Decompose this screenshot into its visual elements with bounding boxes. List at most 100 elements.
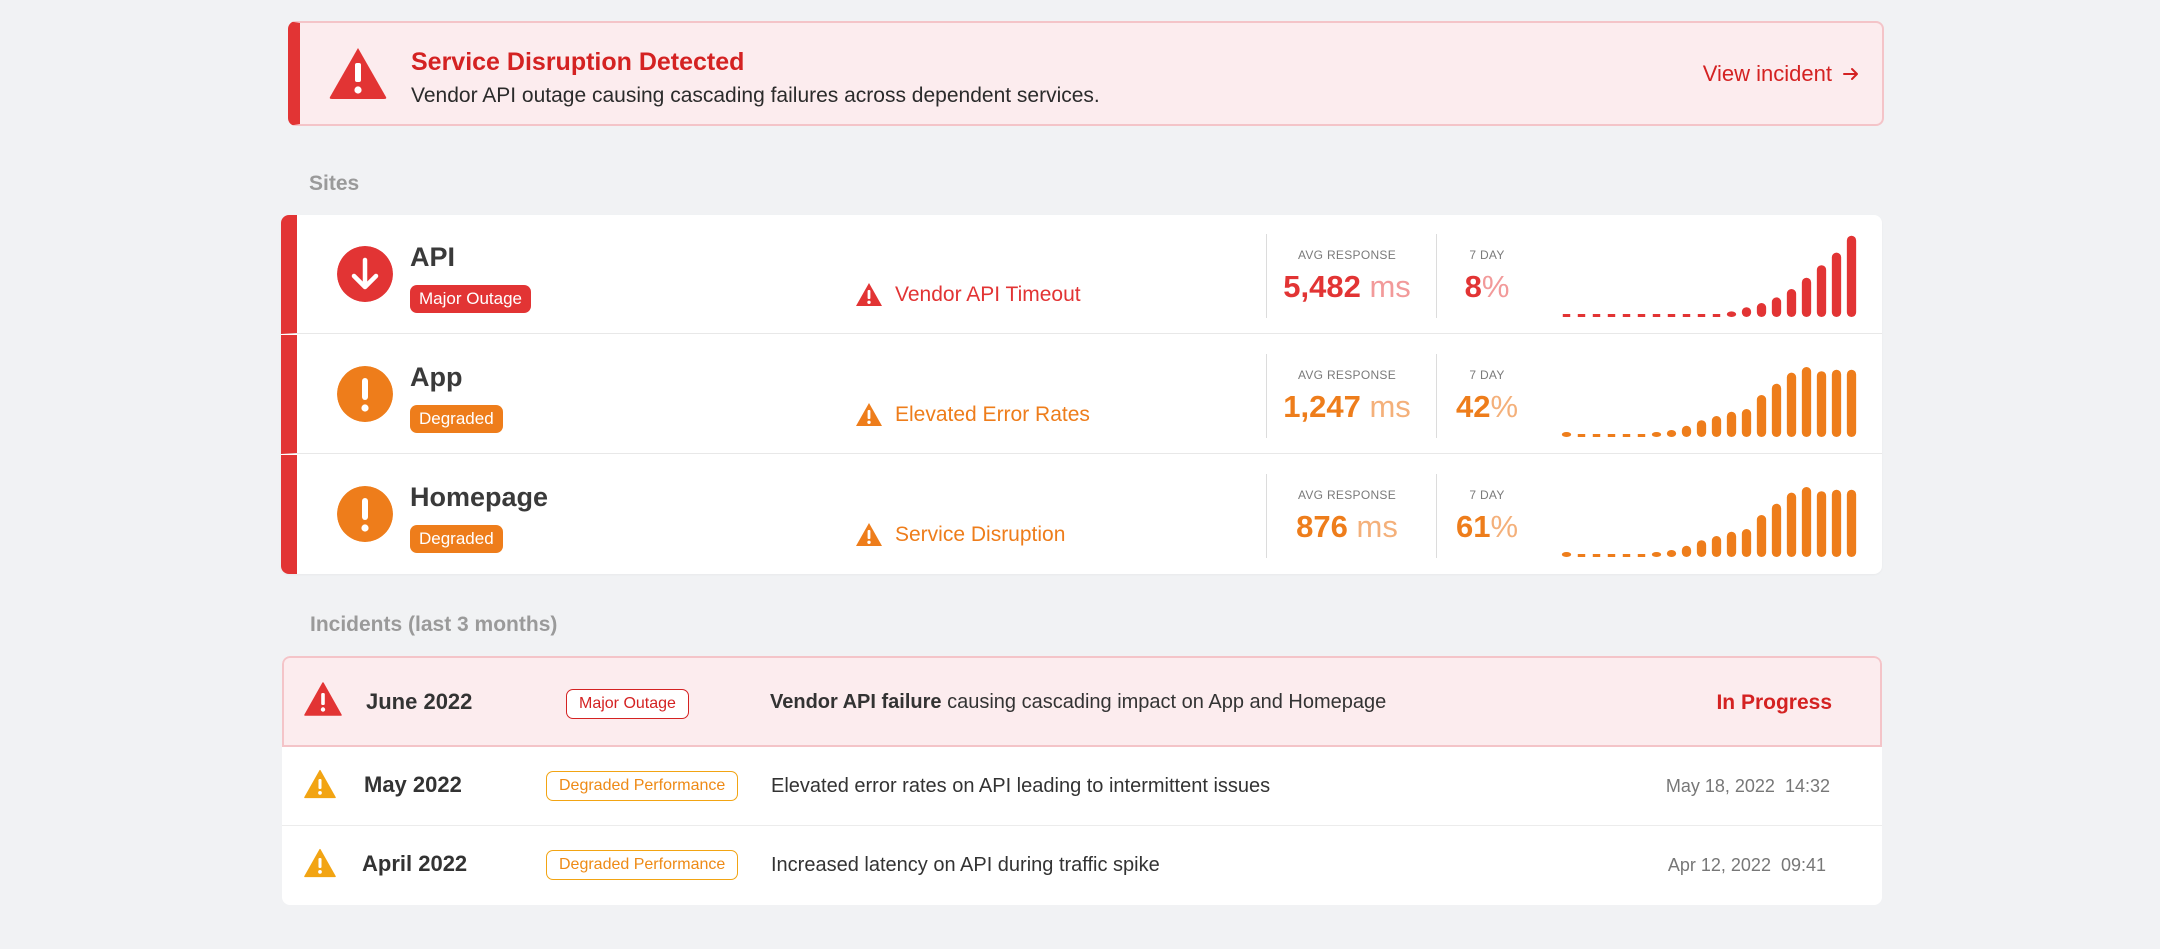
sparkline-bar: [1846, 369, 1857, 437]
uptime-value: 61%: [1455, 509, 1519, 544]
sparkline-bar: [1711, 536, 1722, 557]
incident-row[interactable]: June 2022 Major Outage Vendor API failur…: [282, 656, 1882, 747]
metric-divider: [1436, 354, 1437, 438]
avg-response-value: 5,482 ms: [1283, 269, 1411, 304]
sparkline-baseline-tick: [1607, 554, 1616, 557]
sparkline-baseline-tick: [1592, 314, 1601, 317]
warning-triangle-icon: [304, 769, 336, 799]
uptime-label: 7 DAY: [1469, 488, 1505, 502]
sparkline-baseline-tick: [1607, 434, 1616, 437]
sparkline-bar: [1831, 369, 1842, 437]
incident-status: In Progress: [1716, 691, 1832, 714]
sparkline-bar: [1771, 503, 1782, 557]
sparkline-bar: [1831, 252, 1842, 317]
metric-divider: [1436, 474, 1437, 558]
sparkline-baseline-tick: [1712, 314, 1721, 317]
sparkline-baseline-tick: [1652, 314, 1661, 317]
sparkline-bar: [1726, 411, 1737, 437]
sparkline-bar: [1786, 289, 1797, 317]
service-disruption-alert: Service Disruption Detected Vendor API o…: [288, 21, 1884, 126]
sparkline-bar: [1561, 432, 1572, 437]
sparkline-bar: [1816, 265, 1827, 317]
warning-triangle-icon: [329, 48, 387, 99]
incidents-heading: Incidents (last 3 months): [310, 613, 558, 636]
sparkline-baseline-tick: [1637, 314, 1646, 317]
sparkline-baseline-tick: [1577, 314, 1586, 317]
response-sparkline: [1561, 487, 1857, 557]
metric-divider: [1436, 234, 1437, 318]
incident-row[interactable]: April 2022 Degraded Performance Increase…: [282, 826, 1882, 905]
sparkline-bar: [1651, 552, 1662, 557]
view-incident-label: View incident: [1702, 61, 1832, 86]
sparkline-bar: [1741, 529, 1752, 557]
sparkline-bar: [1651, 432, 1662, 437]
sparkline-bar: [1801, 277, 1812, 317]
metric-divider: [1266, 234, 1267, 318]
sparkline-baseline-tick: [1577, 554, 1586, 557]
warning-triangle-icon: [856, 523, 882, 546]
sites-list: API Major Outage Vendor API Timeout AVG …: [281, 215, 1882, 574]
sparkline-baseline-tick: [1607, 314, 1616, 317]
response-sparkline: [1561, 367, 1857, 437]
sparkline-baseline-tick: [1577, 434, 1586, 437]
status-badge: Degraded: [410, 405, 503, 433]
uptime-label: 7 DAY: [1469, 368, 1505, 382]
incident-description: Vendor API failure causing cascading imp…: [770, 691, 1387, 713]
avg-response-label: AVG RESPONSE: [1297, 248, 1397, 262]
incident-description: Elevated error rates on API leading to i…: [771, 775, 1271, 797]
exclamation-icon: [337, 366, 393, 422]
incident-row[interactable]: May 2022 Degraded Performance Elevated e…: [282, 747, 1882, 826]
sparkline-baseline-tick: [1622, 314, 1631, 317]
sparkline-baseline-tick: [1637, 434, 1646, 437]
incident-month: June 2022: [366, 689, 473, 714]
view-incident-link[interactable]: View incident: [1703, 61, 1860, 87]
site-row-homepage[interactable]: Homepage Degraded Service Disruption AVG…: [281, 455, 1882, 574]
avg-response-value: 876 ms: [1296, 509, 1398, 544]
incident-date: Apr 12, 2022 09:41: [1667, 855, 1826, 875]
metric-divider: [1266, 354, 1267, 438]
sparkline-bar: [1771, 297, 1782, 317]
sparkline-baseline-tick: [1622, 434, 1631, 437]
avg-response-label: AVG RESPONSE: [1297, 488, 1397, 502]
sparkline-bar: [1726, 531, 1737, 557]
alert-description: Vendor API outage causing cascading fail…: [411, 84, 1100, 107]
site-name: App: [410, 362, 463, 392]
incident-month: May 2022: [364, 772, 462, 797]
sparkline-bar: [1726, 311, 1737, 317]
sparkline-baseline-tick: [1637, 554, 1646, 557]
site-row-app[interactable]: App Degraded Elevated Error Rates AVG RE…: [281, 335, 1882, 454]
warning-triangle-icon: [856, 403, 882, 426]
site-row-api[interactable]: API Major Outage Vendor API Timeout AVG …: [281, 215, 1882, 334]
site-name: Homepage: [410, 482, 549, 512]
site-issue: Service Disruption: [855, 522, 1065, 547]
sparkline-baseline-tick: [1562, 314, 1571, 317]
sparkline-bar: [1801, 487, 1812, 557]
incident-date: May 18, 2022 14:32: [1665, 776, 1830, 796]
incidents-list: June 2022 Major Outage Vendor API failur…: [282, 656, 1882, 905]
avg-response-value: 1,247 ms: [1283, 389, 1411, 424]
sparkline-baseline-tick: [1697, 314, 1706, 317]
site-issue: Vendor API Timeout: [855, 282, 1081, 307]
site-name: API: [410, 242, 456, 272]
warning-triangle-icon: [304, 682, 342, 716]
sparkline-baseline-tick: [1667, 314, 1676, 317]
warning-triangle-icon: [304, 848, 336, 878]
avg-response-label: AVG RESPONSE: [1297, 368, 1397, 382]
sparkline-bar: [1786, 372, 1797, 437]
sparkline-bar: [1846, 489, 1857, 557]
site-issue: Elevated Error Rates: [855, 402, 1090, 427]
sparkline-bar: [1846, 235, 1857, 317]
status-badge: Degraded: [410, 525, 503, 553]
sparkline-bar: [1711, 416, 1722, 437]
uptime-value: 42%: [1455, 389, 1519, 424]
site-issue-label: Vendor API Timeout: [895, 282, 1081, 306]
incident-badge: Degraded Performance: [546, 771, 739, 801]
sparkline-bar: [1756, 303, 1767, 317]
sparkline-bar: [1801, 367, 1812, 437]
sparkline-baseline-tick: [1682, 314, 1691, 317]
sparkline-bar: [1696, 540, 1707, 557]
uptime-value: 8%: [1464, 269, 1510, 304]
sparkline-baseline-tick: [1592, 434, 1601, 437]
sparkline-baseline-tick: [1592, 554, 1601, 557]
arrow-right-icon: [1843, 68, 1858, 80]
